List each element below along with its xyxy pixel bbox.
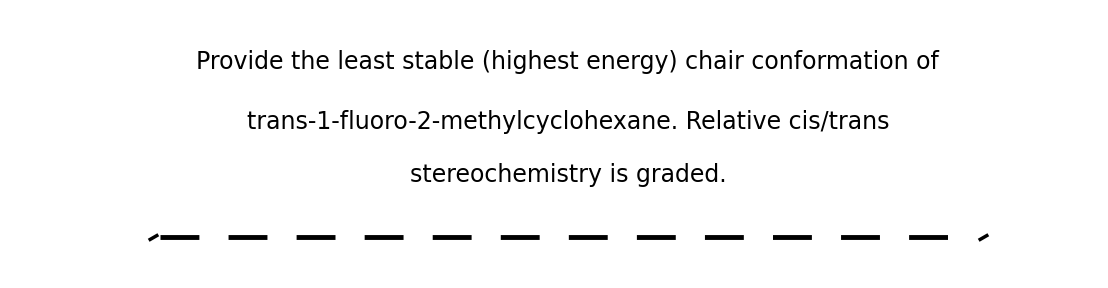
Text: stereochemistry is graded.: stereochemistry is graded. <box>410 163 726 187</box>
Text: trans-1-fluoro-2-methylcyclohexane. Relative cis/trans: trans-1-fluoro-2-methylcyclohexane. Rela… <box>247 110 889 134</box>
Text: Provide the least stable (highest energy) chair conformation of: Provide the least stable (highest energy… <box>196 50 940 74</box>
